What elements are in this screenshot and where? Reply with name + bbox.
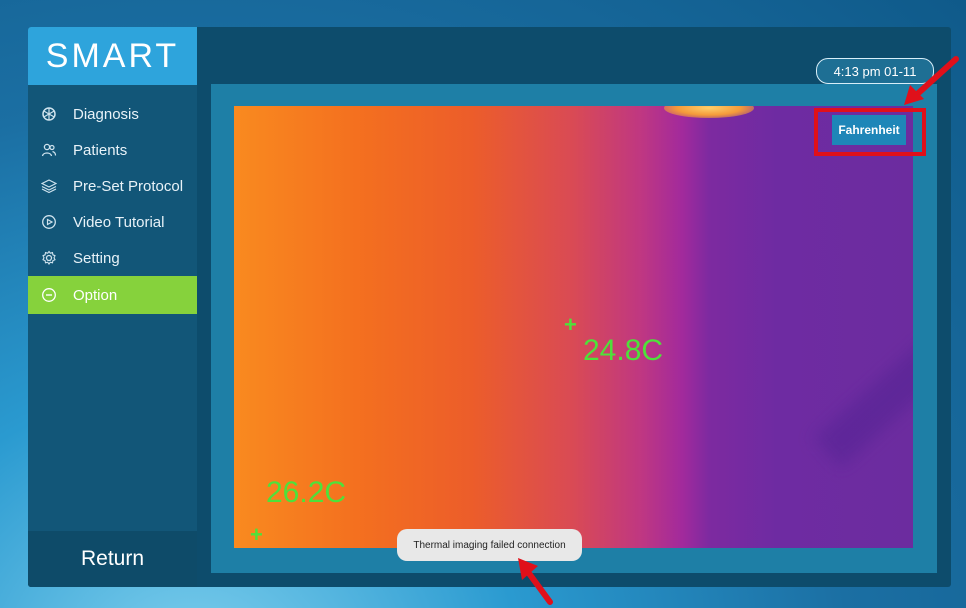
temperature-reading-center: 24.8C: [583, 334, 664, 367]
fahrenheit-button[interactable]: Fahrenheit: [832, 115, 906, 145]
gear-icon: [40, 249, 58, 267]
sidebar-item-option[interactable]: Option: [28, 276, 197, 314]
sidebar-item-video-tutorial[interactable]: Video Tutorial: [28, 204, 197, 240]
thermal-gradient-band: [814, 264, 913, 468]
sidebar-item-label: Video Tutorial: [73, 213, 165, 231]
sidebar-item-label: Patients: [73, 141, 128, 159]
app-logo: SMART: [28, 27, 197, 85]
patients-icon: [40, 141, 58, 159]
sidebar-item-label: Diagnosis: [73, 105, 139, 123]
temperature-reading-bottom-left: 26.2C: [266, 476, 347, 509]
sidebar-item-setting[interactable]: Setting: [28, 240, 197, 276]
crosshair-icon: +: [564, 312, 577, 337]
sidebar-item-label: Pre-Set Protocol: [73, 177, 184, 195]
sidebar-menu: Diagnosis Patients Pre-Set Protocol Vide…: [28, 96, 197, 314]
diagnosis-icon: [40, 105, 58, 123]
thermal-panel: Fahrenheit + 24.8C 26.2C +: [211, 84, 937, 573]
minus-circle-icon: [40, 286, 58, 304]
sidebar-item-label: Setting: [73, 249, 120, 267]
annotation-arrow-icon: [518, 558, 553, 605]
sidebar-item-label: Option: [73, 286, 118, 304]
crosshair-icon: +: [250, 522, 263, 547]
toast-message: Thermal imaging failed connection: [397, 529, 582, 561]
play-circle-icon: [40, 213, 58, 231]
thermal-image: Fahrenheit + 24.8C 26.2C +: [234, 106, 913, 548]
sidebar-item-patients[interactable]: Patients: [28, 132, 197, 168]
sidebar: SMART Diagnosis Patients Pre-Set Protoco…: [28, 27, 197, 587]
return-button[interactable]: Return: [28, 531, 197, 587]
annotation-arrow-icon: [904, 56, 959, 105]
time-badge: 4:13 pm 01-11: [816, 58, 934, 84]
hot-spot: [664, 106, 754, 118]
annotation-highlight-box: [814, 108, 926, 156]
sidebar-item-pre-set-protocol[interactable]: Pre-Set Protocol: [28, 168, 197, 204]
sidebar-item-diagnosis[interactable]: Diagnosis: [28, 96, 197, 132]
app-window: SMART Diagnosis Patients Pre-Set Protoco…: [28, 27, 951, 587]
layers-icon: [40, 177, 58, 195]
